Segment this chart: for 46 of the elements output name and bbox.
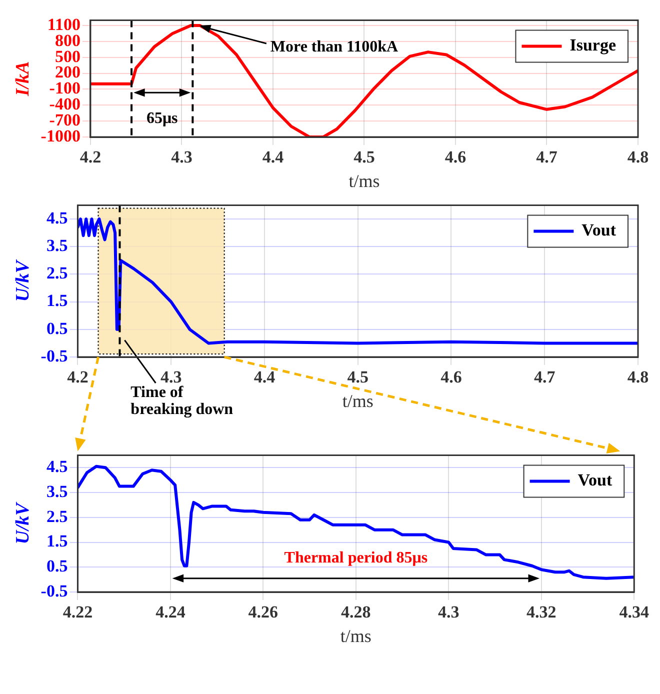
y-axis-title: I/kA	[12, 61, 34, 98]
x-tick-label: 4.3	[160, 368, 182, 387]
legend-label: Isurge	[570, 36, 616, 55]
x-axis-title: t/ms	[342, 390, 374, 411]
annotation: Time of breaking down	[130, 384, 234, 418]
y-tick-label: 0.5	[46, 556, 68, 576]
y-tick-label: 0.5	[46, 318, 68, 338]
y-tick-label: 4.5	[46, 208, 68, 228]
x-tick-label: 4.5	[347, 368, 368, 387]
x-tick-label: 4.7	[536, 148, 558, 167]
x-tick-label: 4.22	[62, 602, 93, 622]
x-tick-label: 4.26	[248, 602, 278, 622]
y-tick-label: -0.5	[40, 346, 68, 366]
x-tick-label: 4.7	[534, 368, 556, 387]
x-tick-label: 4.6	[440, 368, 462, 387]
annotation: 65μs	[146, 110, 178, 127]
x-tick-label: 4.24	[156, 602, 186, 622]
y-tick-label: 2.5	[46, 264, 68, 283]
x-tick-label: 4.28	[341, 602, 371, 622]
y-tick-label: 1.5	[46, 291, 68, 310]
x-tick-label: 4.3	[438, 602, 460, 622]
x-tick-label: 4.2	[80, 148, 102, 167]
x-tick-label: 4.8	[627, 368, 649, 387]
y-tick-label: 1.5	[46, 532, 68, 551]
y-tick-label: 3.5	[46, 236, 68, 255]
annotation: Thermal period 85μs	[284, 549, 428, 566]
x-tick-label: 4.4	[254, 368, 276, 387]
y-tick-label: 4.5	[46, 457, 68, 476]
x-tick-label: 4.6	[444, 148, 466, 167]
x-tick-label: 4.3	[171, 148, 192, 167]
y-axis-title: U/kV	[12, 259, 34, 302]
x-tick-label: 4.34	[619, 602, 650, 622]
x-tick-label: 4.8	[627, 148, 649, 167]
x-axis-title: t/ms	[340, 626, 372, 646]
legend-label: Vout	[582, 220, 616, 240]
x-tick-label: 4.4	[262, 148, 284, 167]
x-tick-label: 4.2	[67, 368, 88, 387]
legend-label: Vout	[578, 470, 612, 490]
annotation: More than 1100kA	[270, 38, 399, 56]
x-axis-title: t/ms	[348, 170, 380, 191]
y-tick-label: 3.5	[46, 482, 68, 501]
y-axis-title: U/kV	[12, 502, 34, 544]
y-tick-label: 2.5	[46, 506, 68, 526]
x-tick-label: 4.32	[526, 602, 556, 622]
y-tick-label: -0.5	[40, 581, 68, 600]
x-tick-label: 4.5	[354, 148, 375, 167]
